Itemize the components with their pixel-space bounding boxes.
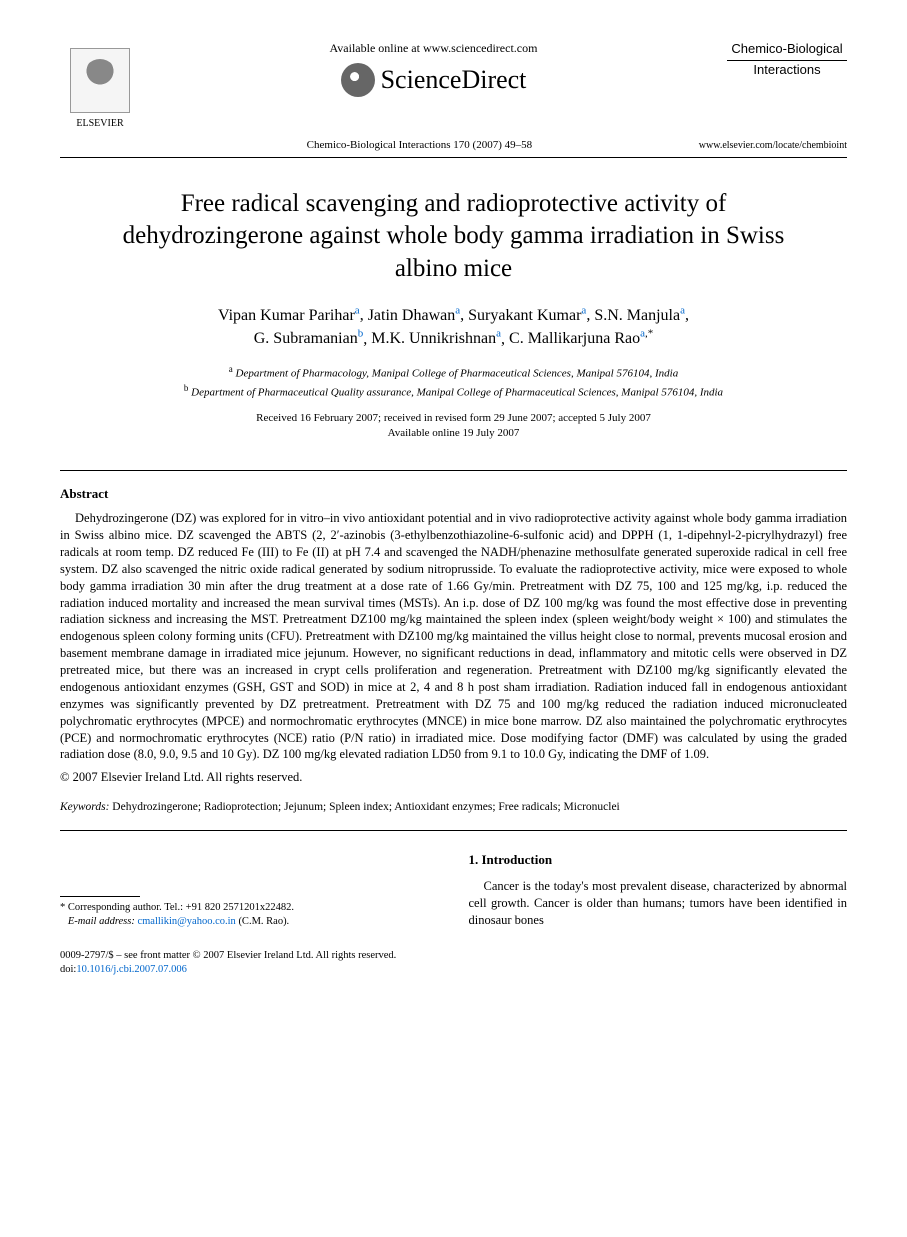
author: G. Subramanianb (254, 330, 363, 347)
header-rule (60, 157, 847, 158)
two-column-area: * Corresponding author. Tel.: +91 820 25… (60, 851, 847, 929)
footnote-star-icon: * (60, 902, 65, 913)
author: Jatin Dhawana (368, 307, 460, 324)
affiliation-a: a Department of Pharmacology, Manipal Co… (60, 363, 847, 382)
footnote-email-name: (C.M. Rao). (238, 916, 289, 927)
journal-name-line1: Chemico-Biological (727, 40, 847, 61)
citation-text: Chemico-Biological Interactions 170 (200… (140, 138, 699, 153)
author: M.K. Unnikrishnana (371, 330, 501, 347)
author: Vipan Kumar Parihara (218, 307, 360, 324)
elsevier-logo: ELSEVIER (60, 40, 140, 130)
sciencedirect-logo: ScienceDirect (341, 62, 527, 97)
author: Suryakant Kumara (468, 307, 586, 324)
authors-block: Vipan Kumar Parihara, Jatin Dhawana, Sur… (60, 303, 847, 350)
available-online-text: Available online at www.sciencedirect.co… (140, 40, 727, 56)
abstract-text: Dehydrozingerone (DZ) was explored for i… (60, 510, 847, 763)
sciencedirect-block: Available online at www.sciencedirect.co… (140, 40, 727, 101)
doi-link[interactable]: 10.1016/j.cbi.2007.07.006 (76, 964, 187, 975)
right-column: 1. Introduction Cancer is the today's mo… (469, 851, 848, 929)
journal-url[interactable]: www.elsevier.com/locate/chembioint (699, 139, 847, 153)
affiliations: a Department of Pharmacology, Manipal Co… (60, 363, 847, 401)
header: ELSEVIER Available online at www.science… (60, 40, 847, 130)
citation-row: Chemico-Biological Interactions 170 (200… (60, 138, 847, 153)
affiliation-b: b Department of Pharmaceutical Quality a… (60, 382, 847, 401)
footnote-rule (60, 896, 140, 897)
sciencedirect-name: ScienceDirect (381, 62, 527, 97)
date-online: Available online 19 July 2007 (60, 426, 847, 441)
abstract-heading: Abstract (60, 485, 847, 503)
corresponding-star-icon: ,* (645, 328, 653, 340)
elsevier-label: ELSEVIER (76, 117, 123, 131)
footnote-email-label: E-mail address: (68, 916, 135, 927)
article-dates: Received 16 February 2007; received in r… (60, 411, 847, 442)
article-title: Free radical scavenging and radioprotect… (90, 188, 817, 286)
intro-text: Cancer is the today's most prevalent dis… (469, 878, 848, 929)
footnote-email[interactable]: cmallikin@yahoo.co.in (137, 916, 235, 927)
doi-line: doi:10.1016/j.cbi.2007.07.006 (60, 963, 847, 977)
bottom-info: 0009-2797/$ – see front matter © 2007 El… (60, 949, 847, 977)
keywords-label: Keywords: (60, 801, 109, 813)
sciencedirect-swirl-icon (341, 63, 375, 97)
journal-name-line2: Interactions (727, 61, 847, 79)
keywords: Keywords: Dehydrozingerone; Radioprotect… (60, 800, 847, 816)
author: S.N. Manjulaa (594, 307, 685, 324)
abstract-copyright: © 2007 Elsevier Ireland Ltd. All rights … (60, 769, 847, 786)
journal-logo: Chemico-Biological Interactions (727, 40, 847, 78)
corresponding-footnote: * Corresponding author. Tel.: +91 820 25… (60, 901, 439, 929)
date-received: Received 16 February 2007; received in r… (60, 411, 847, 426)
footnote-corresponding: Corresponding author. Tel.: +91 820 2571… (68, 902, 294, 913)
keywords-text: Dehydrozingerone; Radioprotection; Jejun… (112, 801, 619, 813)
intro-heading: 1. Introduction (469, 851, 848, 869)
author: C. Mallikarjuna Raoa,* (509, 330, 653, 347)
left-column: * Corresponding author. Tel.: +91 820 25… (60, 851, 439, 929)
abstract-top-rule (60, 470, 847, 471)
issn-line: 0009-2797/$ – see front matter © 2007 El… (60, 949, 847, 963)
abstract-bottom-rule (60, 830, 847, 831)
elsevier-tree-icon (70, 48, 130, 113)
